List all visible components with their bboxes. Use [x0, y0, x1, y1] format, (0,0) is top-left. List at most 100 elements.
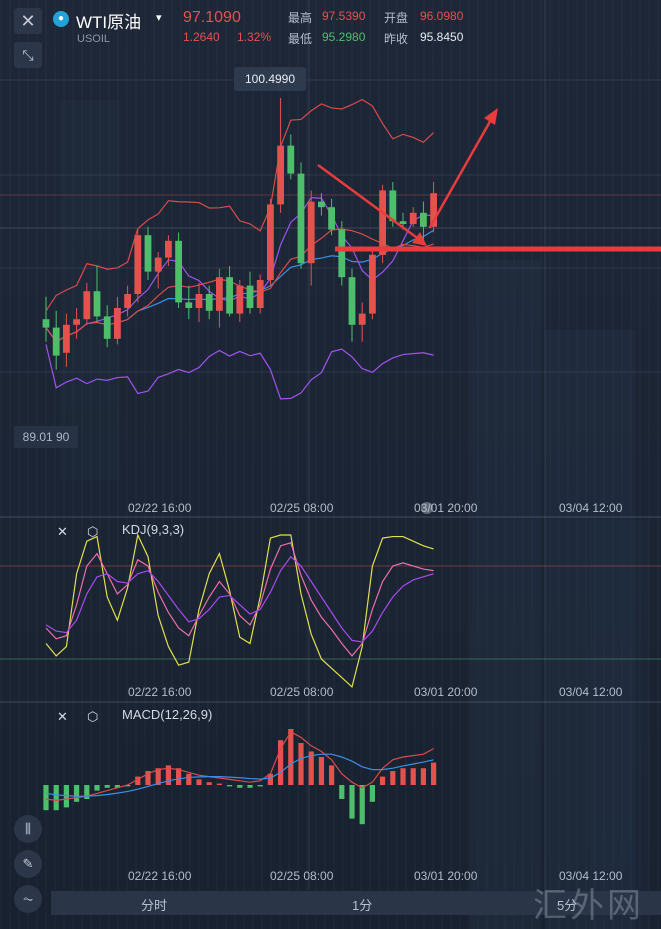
- candle-body: [83, 291, 91, 320]
- macd-histogram-bar: [84, 785, 90, 799]
- candle-body: [226, 277, 233, 314]
- timeframe-bar: [51, 891, 661, 915]
- x-axis-label: 02/22 16:00: [128, 685, 192, 699]
- candle-body: [267, 204, 274, 280]
- candle-body: [420, 212, 427, 227]
- candle-body: [328, 207, 335, 230]
- macd-histogram-bar: [298, 743, 304, 785]
- candle-body: [358, 313, 366, 325]
- candle-body: [175, 240, 182, 303]
- kdj-j-line: [45, 533, 434, 689]
- timeframe-tick[interactable]: 分时: [141, 898, 168, 913]
- up-arrow-annotation: [428, 117, 494, 229]
- symbol-code: USOIL: [77, 33, 111, 45]
- x-axis-label: 03/04 12:00: [559, 501, 623, 515]
- macd-histogram-bar: [206, 782, 212, 785]
- macd-histogram-bar: [318, 757, 324, 785]
- down-arrow-annotation: [317, 163, 421, 242]
- price-change: 1.2640: [183, 30, 220, 44]
- macd-histogram-bar: [227, 785, 233, 787]
- candle-body: [348, 277, 356, 325]
- macd-histogram-bar: [278, 740, 284, 785]
- down-arrow-head: [412, 232, 427, 246]
- candle-body: [379, 190, 386, 255]
- macd-histogram-bar: [145, 771, 151, 785]
- macd-label: MACD(12,26,9): [122, 707, 212, 722]
- candle-body: [256, 280, 264, 308]
- up-arrow-head: [484, 108, 498, 125]
- max-price-label: 100.4990: [234, 67, 306, 91]
- macd-histogram-bar: [369, 785, 375, 802]
- macd-settings-icon: ⬡: [87, 709, 98, 724]
- bg-building: [545, 330, 635, 929]
- candle-body: [216, 277, 223, 311]
- candle-body: [103, 316, 111, 339]
- macd-histogram-bar: [104, 785, 110, 788]
- candle-body: [185, 302, 193, 308]
- candle-body: [205, 294, 213, 311]
- candle-body: [399, 221, 407, 224]
- draw-button[interactable]: ✎: [14, 850, 42, 878]
- candle-body: [318, 201, 325, 208]
- timeframe-5min[interactable]: 5分: [557, 898, 578, 913]
- macd-histogram-bar: [125, 785, 131, 787]
- candle-body: [297, 173, 305, 264]
- symbol-logo-icon: ●: [53, 11, 69, 27]
- macd-histogram-bar: [237, 785, 243, 788]
- macd-histogram-bar: [186, 773, 192, 785]
- shrink-button[interactable]: ⤡: [14, 42, 42, 68]
- macd-histogram-bar: [257, 785, 263, 787]
- kdj-k-line: [45, 542, 434, 657]
- candle-body: [195, 294, 203, 308]
- close-button[interactable]: ✕: [14, 8, 42, 34]
- symbol-name[interactable]: WTI原油: [76, 13, 142, 32]
- kdj-close-icon: ✕: [57, 524, 68, 539]
- macd-histogram-bar: [267, 773, 273, 785]
- min-price-label: 89.01 90: [14, 426, 78, 448]
- low-value: 95.2980: [322, 30, 366, 44]
- pencil-icon: ✎: [22, 856, 34, 871]
- candle-body: [307, 201, 315, 264]
- macd-dif-line: [45, 730, 434, 802]
- macd-histogram-bar: [400, 768, 406, 785]
- macd-histogram-bar: [431, 762, 437, 785]
- candle-body: [409, 212, 417, 224]
- macd-histogram-bar: [380, 776, 386, 785]
- candle-body: [52, 327, 60, 356]
- macd-close-icon: ✕: [57, 709, 68, 724]
- x-axis-label: 03/01 20:00: [414, 685, 478, 699]
- kdj-label: KDJ(9,3,3): [122, 522, 184, 537]
- cursor-marker: [421, 502, 433, 514]
- chevron-down-icon[interactable]: ▾: [156, 12, 162, 24]
- low-label: 最低: [288, 32, 313, 46]
- macd-histogram-bar: [165, 765, 171, 785]
- x-axis-label: 02/22 16:00: [128, 869, 192, 883]
- chart-type-button[interactable]: ⏦: [14, 885, 42, 913]
- macd-histogram-bar: [114, 785, 120, 788]
- macd-histogram-bar: [43, 785, 49, 811]
- macd-histogram-bar: [410, 768, 416, 785]
- x-axis-label: 02/25 08:00: [270, 685, 334, 699]
- candle-body: [114, 308, 121, 339]
- bg-building: [590, 520, 650, 929]
- candle-body: [42, 319, 50, 328]
- macd-histogram-bar: [359, 785, 365, 825]
- macd-histogram-bar: [135, 776, 141, 785]
- candle-icon: ⫼: [25, 821, 31, 836]
- macd-histogram-bar: [288, 729, 294, 785]
- bollinger-upper-line: [45, 98, 435, 312]
- macd-histogram-bar: [74, 785, 80, 802]
- macd-histogram-bar: [420, 768, 426, 785]
- candle-body: [134, 235, 142, 294]
- watermark: 汇外网: [533, 886, 644, 926]
- prev-close-label: 昨收: [384, 32, 409, 46]
- macd-histogram-bar: [390, 771, 396, 785]
- timeframe-1min[interactable]: 1分: [352, 898, 373, 913]
- indicator-button[interactable]: ⫼: [14, 815, 42, 843]
- kdj-settings-icon: ⬡: [87, 524, 98, 539]
- candle-body: [154, 257, 162, 272]
- bg-building: [470, 260, 540, 929]
- candle-body: [430, 193, 437, 227]
- candle-body: [369, 254, 376, 314]
